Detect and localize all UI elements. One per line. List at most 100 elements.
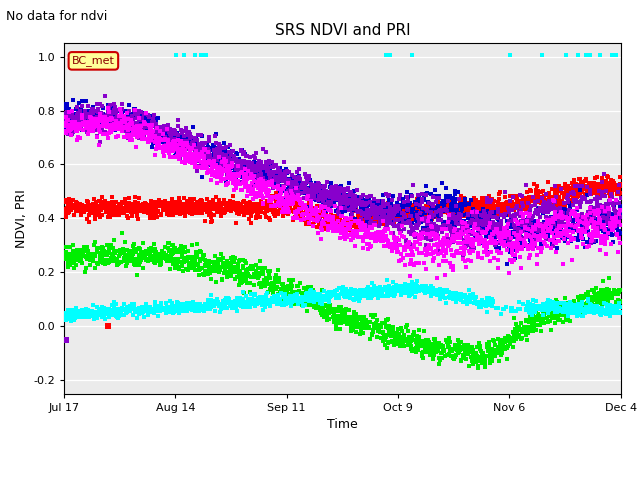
Point [426,345,436,352]
Point [459,243,469,251]
Point [385,240,395,248]
Point [173,265,184,273]
Point [278,209,289,217]
Point [104,104,114,112]
Point [397,203,408,211]
Point [566,304,576,312]
Point [216,161,226,168]
Point [196,143,206,151]
Point [387,217,397,225]
Point [189,195,200,203]
Point [593,218,604,226]
Point [91,308,101,316]
Point [104,245,115,253]
Point [585,209,595,217]
Point [334,312,344,320]
Point [431,211,442,219]
Point [227,170,237,178]
Point [112,117,122,124]
Point [598,307,609,314]
Point [77,204,88,212]
Point [589,184,599,192]
Point [326,305,336,312]
Point [180,243,190,251]
Point [586,239,596,247]
Point [346,213,356,221]
Point [225,259,235,266]
Point [350,204,360,212]
Point [567,302,577,310]
Point [518,202,529,210]
Point [563,314,573,322]
Point [596,218,607,226]
Point [214,267,224,275]
Point [401,193,412,201]
Point [596,181,606,189]
Point [128,120,138,127]
Point [112,121,122,129]
Point [328,225,338,232]
Point [136,206,146,214]
Point [232,210,242,217]
Point [221,262,231,269]
Point [296,209,306,217]
Point [595,201,605,209]
Point [95,138,106,146]
Point [94,306,104,313]
Point [573,198,584,206]
Point [454,206,465,214]
Point [356,223,366,230]
Point [161,128,172,136]
Point [428,257,438,264]
Point [541,227,551,235]
Point [524,218,534,226]
Point [279,301,289,309]
Point [172,136,182,144]
Point [120,195,130,203]
Point [154,255,164,263]
Point [486,199,497,206]
Point [61,121,71,129]
Point [164,129,175,136]
Point [356,327,366,335]
Point [223,203,233,211]
Point [392,207,403,215]
Point [68,259,78,266]
Point [145,126,156,134]
Point [292,290,302,298]
Point [426,230,436,238]
Point [338,196,348,204]
Point [142,307,152,315]
Point [577,210,588,218]
Point [612,289,623,297]
Point [67,254,77,262]
Point [579,308,589,315]
Point [142,128,152,136]
Point [74,249,84,256]
Point [189,150,199,157]
Point [578,310,588,317]
Point [547,326,557,334]
Point [188,145,198,153]
Point [422,230,433,238]
Point [423,236,433,243]
Point [166,252,177,259]
Point [115,105,125,113]
Point [140,304,150,312]
Point [385,206,396,214]
Point [504,336,514,344]
Point [317,182,328,190]
Point [246,262,256,270]
Point [500,238,510,245]
Point [61,310,72,318]
Point [393,210,403,218]
Point [237,270,248,278]
Point [576,198,586,206]
Point [297,212,307,219]
Point [242,301,252,309]
Point [74,202,84,209]
Point [194,142,204,149]
Point [156,307,166,314]
Point [385,201,396,208]
Point [448,211,458,218]
